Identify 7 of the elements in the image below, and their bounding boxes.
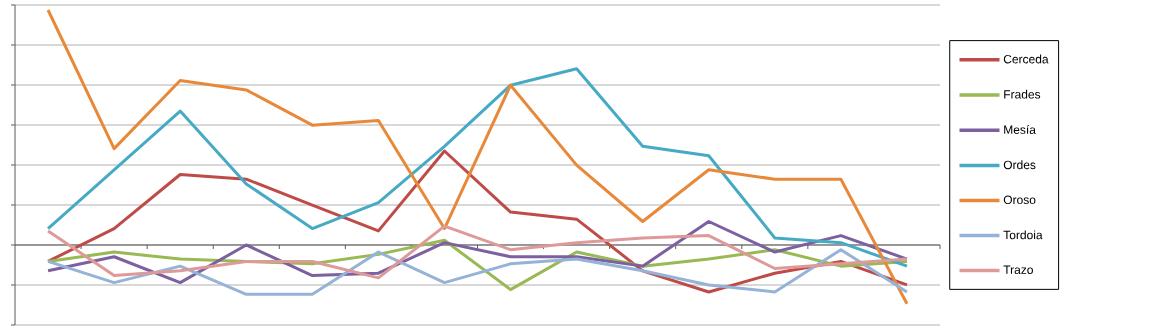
legend-label: Frades [1004, 89, 1041, 99]
legend-label: Mesía [1004, 125, 1036, 134]
legend-label: Tordoia [1003, 230, 1043, 240]
legend-label: Ordes [1003, 160, 1036, 170]
legend-label: Oroso [1003, 195, 1036, 205]
legend-label: Trazo [1003, 265, 1033, 274]
legend-label: Cerceda [1003, 54, 1049, 64]
